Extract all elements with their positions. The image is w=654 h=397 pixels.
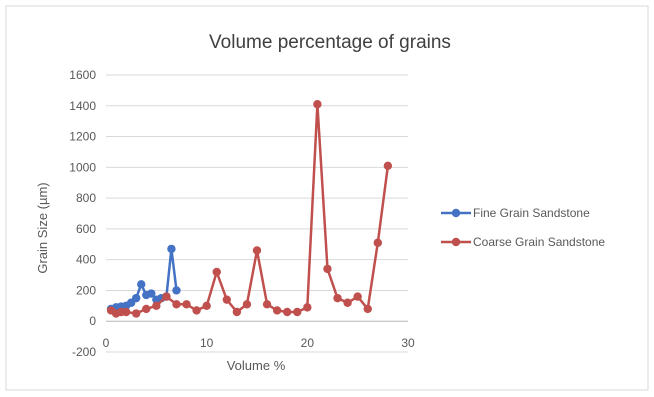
data-point: [167, 244, 176, 254]
x-tick-label: 10: [200, 336, 214, 350]
legend-label: Fine Grain Sandstone: [473, 206, 590, 220]
data-point: [363, 304, 372, 314]
data-point: [222, 295, 231, 304]
y-tick-label: 600: [76, 222, 96, 236]
data-point: [152, 301, 161, 311]
chart-title: Volume percentage of grains: [209, 32, 451, 53]
data-point: [162, 292, 171, 301]
data-point: [353, 292, 362, 301]
data-point: [343, 298, 352, 307]
data-point: [293, 307, 302, 317]
data-point: [137, 280, 146, 289]
y-tick-label: 1400: [69, 99, 96, 113]
data-point: [383, 161, 393, 170]
y-tick-label: 1000: [69, 160, 96, 174]
data-point: [132, 309, 141, 318]
x-tick-label: 20: [301, 336, 315, 350]
data-point: [283, 307, 292, 317]
data-point: [147, 289, 156, 298]
y-tick-label: 200: [76, 283, 96, 297]
data-point: [373, 238, 382, 247]
legend-item: Fine Grain Sandstone: [441, 206, 590, 220]
legend-marker: [451, 237, 461, 247]
data-point: [182, 300, 191, 309]
series-coarse-grain: [106, 100, 393, 318]
y-axis-ticks: -200 0 200 400 600 800 1000 1200 1400 1600: [69, 68, 96, 359]
data-point: [172, 286, 181, 295]
y-tick-label: 1600: [69, 68, 96, 82]
data-point: [262, 300, 272, 309]
data-point: [272, 306, 282, 315]
data-point: [172, 300, 181, 309]
data-point: [132, 293, 141, 303]
y-tick-label: 800: [76, 191, 96, 205]
x-tick-label: 30: [401, 336, 415, 350]
data-point: [303, 303, 312, 312]
x-tick-label: 0: [103, 336, 110, 350]
data-point: [142, 304, 151, 314]
legend-label: Coarse Grain Sandstone: [473, 235, 605, 249]
data-point: [333, 293, 342, 303]
data-point: [242, 300, 252, 309]
legend: Fine Grain Sandstone Coarse Grain Sandsto…: [441, 206, 605, 249]
data-point: [252, 246, 262, 255]
data-point: [232, 307, 242, 317]
data-point: [323, 264, 332, 274]
data-point: [212, 267, 221, 277]
y-tick-label: -200: [72, 345, 96, 359]
data-point: [121, 307, 131, 317]
legend-item: Coarse Grain Sandstone: [441, 235, 605, 249]
y-tick-label: 1200: [69, 130, 96, 144]
legend-marker: [451, 208, 461, 218]
data-point: [192, 306, 201, 315]
y-tick-label: 400: [76, 253, 96, 267]
data-point: [313, 100, 322, 109]
data-point: [202, 301, 211, 311]
x-axis-ticks: 0 10 20 30: [103, 336, 415, 350]
series-layer: [106, 100, 393, 318]
x-axis-title: Volume %: [227, 358, 286, 373]
y-tick-label: 0: [89, 314, 96, 328]
y-axis-title: Grain Size (µm): [35, 182, 50, 273]
